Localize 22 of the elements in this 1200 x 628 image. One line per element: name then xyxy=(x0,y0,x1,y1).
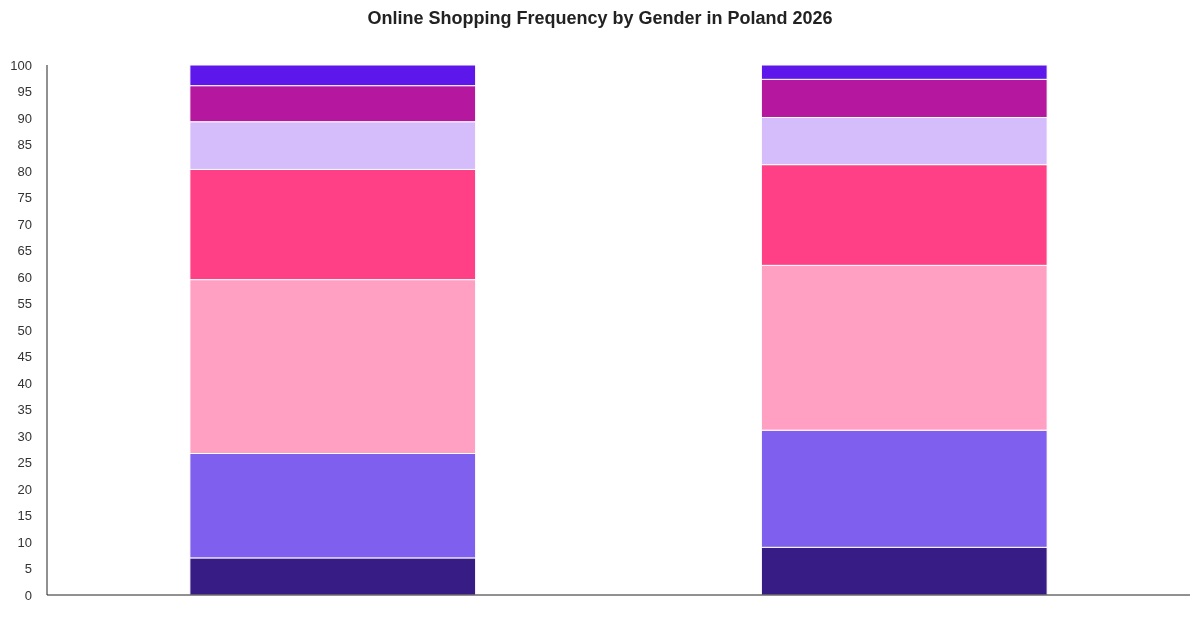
y-tick-label: 50 xyxy=(17,322,32,338)
y-tick-label: 55 xyxy=(17,296,32,312)
y-tick-label: 35 xyxy=(17,402,32,418)
y-tick-label: 75 xyxy=(17,190,32,206)
y-tick-label: 15 xyxy=(17,508,32,524)
y-tick-label: 20 xyxy=(17,481,32,497)
y-tick-label: 5 xyxy=(24,561,32,577)
y-tick-label: 95 xyxy=(17,84,32,100)
y-tick-label: 100 xyxy=(10,57,32,73)
y-tick-label: 45 xyxy=(17,349,32,365)
y-tick-label: 90 xyxy=(17,110,32,126)
y-tick-label: 85 xyxy=(17,137,32,153)
y-tick-label: 30 xyxy=(17,428,32,444)
y-tick-label: 0 xyxy=(24,587,32,603)
y-tick-label: 10 xyxy=(17,534,32,550)
chart-title: Online Shopping Frequency by Gender in Poland 2026 xyxy=(367,8,833,28)
y-tick-label: 40 xyxy=(17,375,32,391)
y-tick-label: 70 xyxy=(17,216,32,232)
y-tick-label: 65 xyxy=(17,243,32,259)
y-tick-label: 25 xyxy=(17,455,32,471)
y-tick-label: 60 xyxy=(17,269,32,285)
y-tick-label: 80 xyxy=(17,163,32,179)
